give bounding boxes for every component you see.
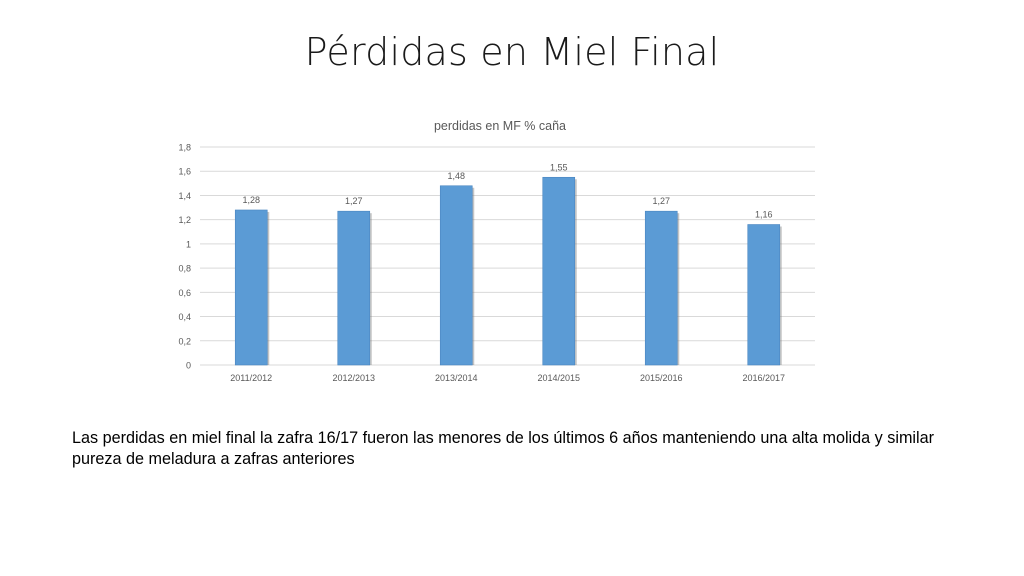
data-label: 1,27	[345, 196, 363, 206]
slide-title: Pérdidas en Miel Final	[304, 30, 720, 74]
data-label: 1,16	[755, 210, 773, 220]
x-tick-label: 2014/2015	[537, 373, 580, 383]
y-tick-label: 1,8	[178, 143, 191, 153]
y-tick-label: 1,6	[178, 167, 191, 177]
bar	[747, 224, 781, 366]
chart-title: perdidas en MF % caña	[434, 119, 566, 133]
slide-caption: Las perdidas en miel final la zafra 16/1…	[72, 429, 935, 468]
y-tick-label: 1,2	[178, 215, 191, 225]
bar	[234, 209, 268, 366]
x-tick-label: 2013/2014	[435, 373, 478, 383]
bar	[542, 176, 576, 366]
y-tick-label: 0,4	[178, 312, 191, 322]
y-tick-label: 1,4	[178, 191, 191, 201]
y-tick-label: 0,8	[178, 264, 191, 274]
data-labels: 1,28 1,27 1,48 1,55 1,27 1,16	[242, 162, 772, 219]
x-tick-label: 2015/2016	[640, 373, 683, 383]
bar-chart-svg: perdidas en MF % caña 0 0,2 0,4 0,6 0,8 1 1,2 1…	[178, 119, 815, 383]
y-tick-label: 1	[186, 239, 191, 249]
x-tick-label: 2016/2017	[742, 373, 785, 383]
x-axis-ticks: 2011/2012 2012/2013 2013/2014 2014/2015 2015…	[230, 373, 785, 383]
y-axis-ticks: 0 0,2 0,4 0,6 0,8 1 1,2 1,4 1,6 1,8	[178, 143, 191, 371]
x-tick-label: 2012/2013	[332, 373, 375, 383]
data-label: 1,27	[652, 196, 670, 206]
bar	[337, 210, 371, 366]
data-label: 1,55	[550, 162, 568, 172]
data-label: 1,28	[242, 195, 260, 205]
y-tick-label: 0,2	[178, 336, 191, 346]
bar-chart: perdidas en MF % caña 0 0,2 0,4 0,6 0,8 1 1,2 1…	[160, 108, 840, 398]
y-tick-label: 0,6	[178, 288, 191, 298]
data-label: 1,48	[447, 171, 465, 181]
bars	[234, 176, 782, 366]
bar	[439, 185, 473, 366]
x-tick-label: 2011/2012	[230, 373, 272, 383]
bar	[644, 210, 678, 366]
y-tick-label: 0	[186, 361, 191, 371]
gridlines	[200, 146, 815, 366]
